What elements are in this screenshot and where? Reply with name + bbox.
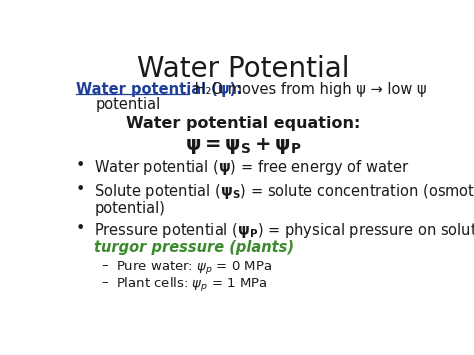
Text: –: – bbox=[101, 276, 108, 289]
Text: Solute potential ($\mathbf{\psi_S}$) = solute concentration (osmotic: Solute potential ($\mathbf{\psi_S}$) = s… bbox=[94, 182, 474, 201]
Text: Water potential equation:: Water potential equation: bbox=[126, 116, 360, 131]
Text: Pure water: $\psi_p$ = 0 MPa: Pure water: $\psi_p$ = 0 MPa bbox=[116, 258, 272, 275]
Text: Plant cells: $\psi_p$ = 1 MPa: Plant cells: $\psi_p$ = 1 MPa bbox=[116, 276, 268, 294]
Text: turgor pressure (plants): turgor pressure (plants) bbox=[94, 240, 294, 255]
Text: $\mathbf{\psi = \psi_S + \psi_P}$: $\mathbf{\psi = \psi_S + \psi_P}$ bbox=[185, 136, 301, 155]
Text: Water Potential: Water Potential bbox=[137, 55, 349, 83]
Text: Water potential (ψ):: Water potential (ψ): bbox=[76, 82, 242, 97]
Text: potential): potential) bbox=[94, 201, 165, 216]
Text: •: • bbox=[76, 158, 85, 173]
Text: Pressure potential ($\mathbf{\psi_P}$) = physical pressure on solution;: Pressure potential ($\mathbf{\psi_P}$) =… bbox=[94, 221, 474, 240]
Text: •: • bbox=[76, 221, 85, 236]
Text: •: • bbox=[76, 182, 85, 197]
Text: Water potential ($\mathbf{\psi}$) = free energy of water: Water potential ($\mathbf{\psi}$) = free… bbox=[94, 158, 410, 177]
Text: potential: potential bbox=[96, 97, 161, 112]
Text: –: – bbox=[101, 258, 108, 272]
Text: H₂O moves from high ψ → low ψ: H₂O moves from high ψ → low ψ bbox=[191, 82, 427, 97]
